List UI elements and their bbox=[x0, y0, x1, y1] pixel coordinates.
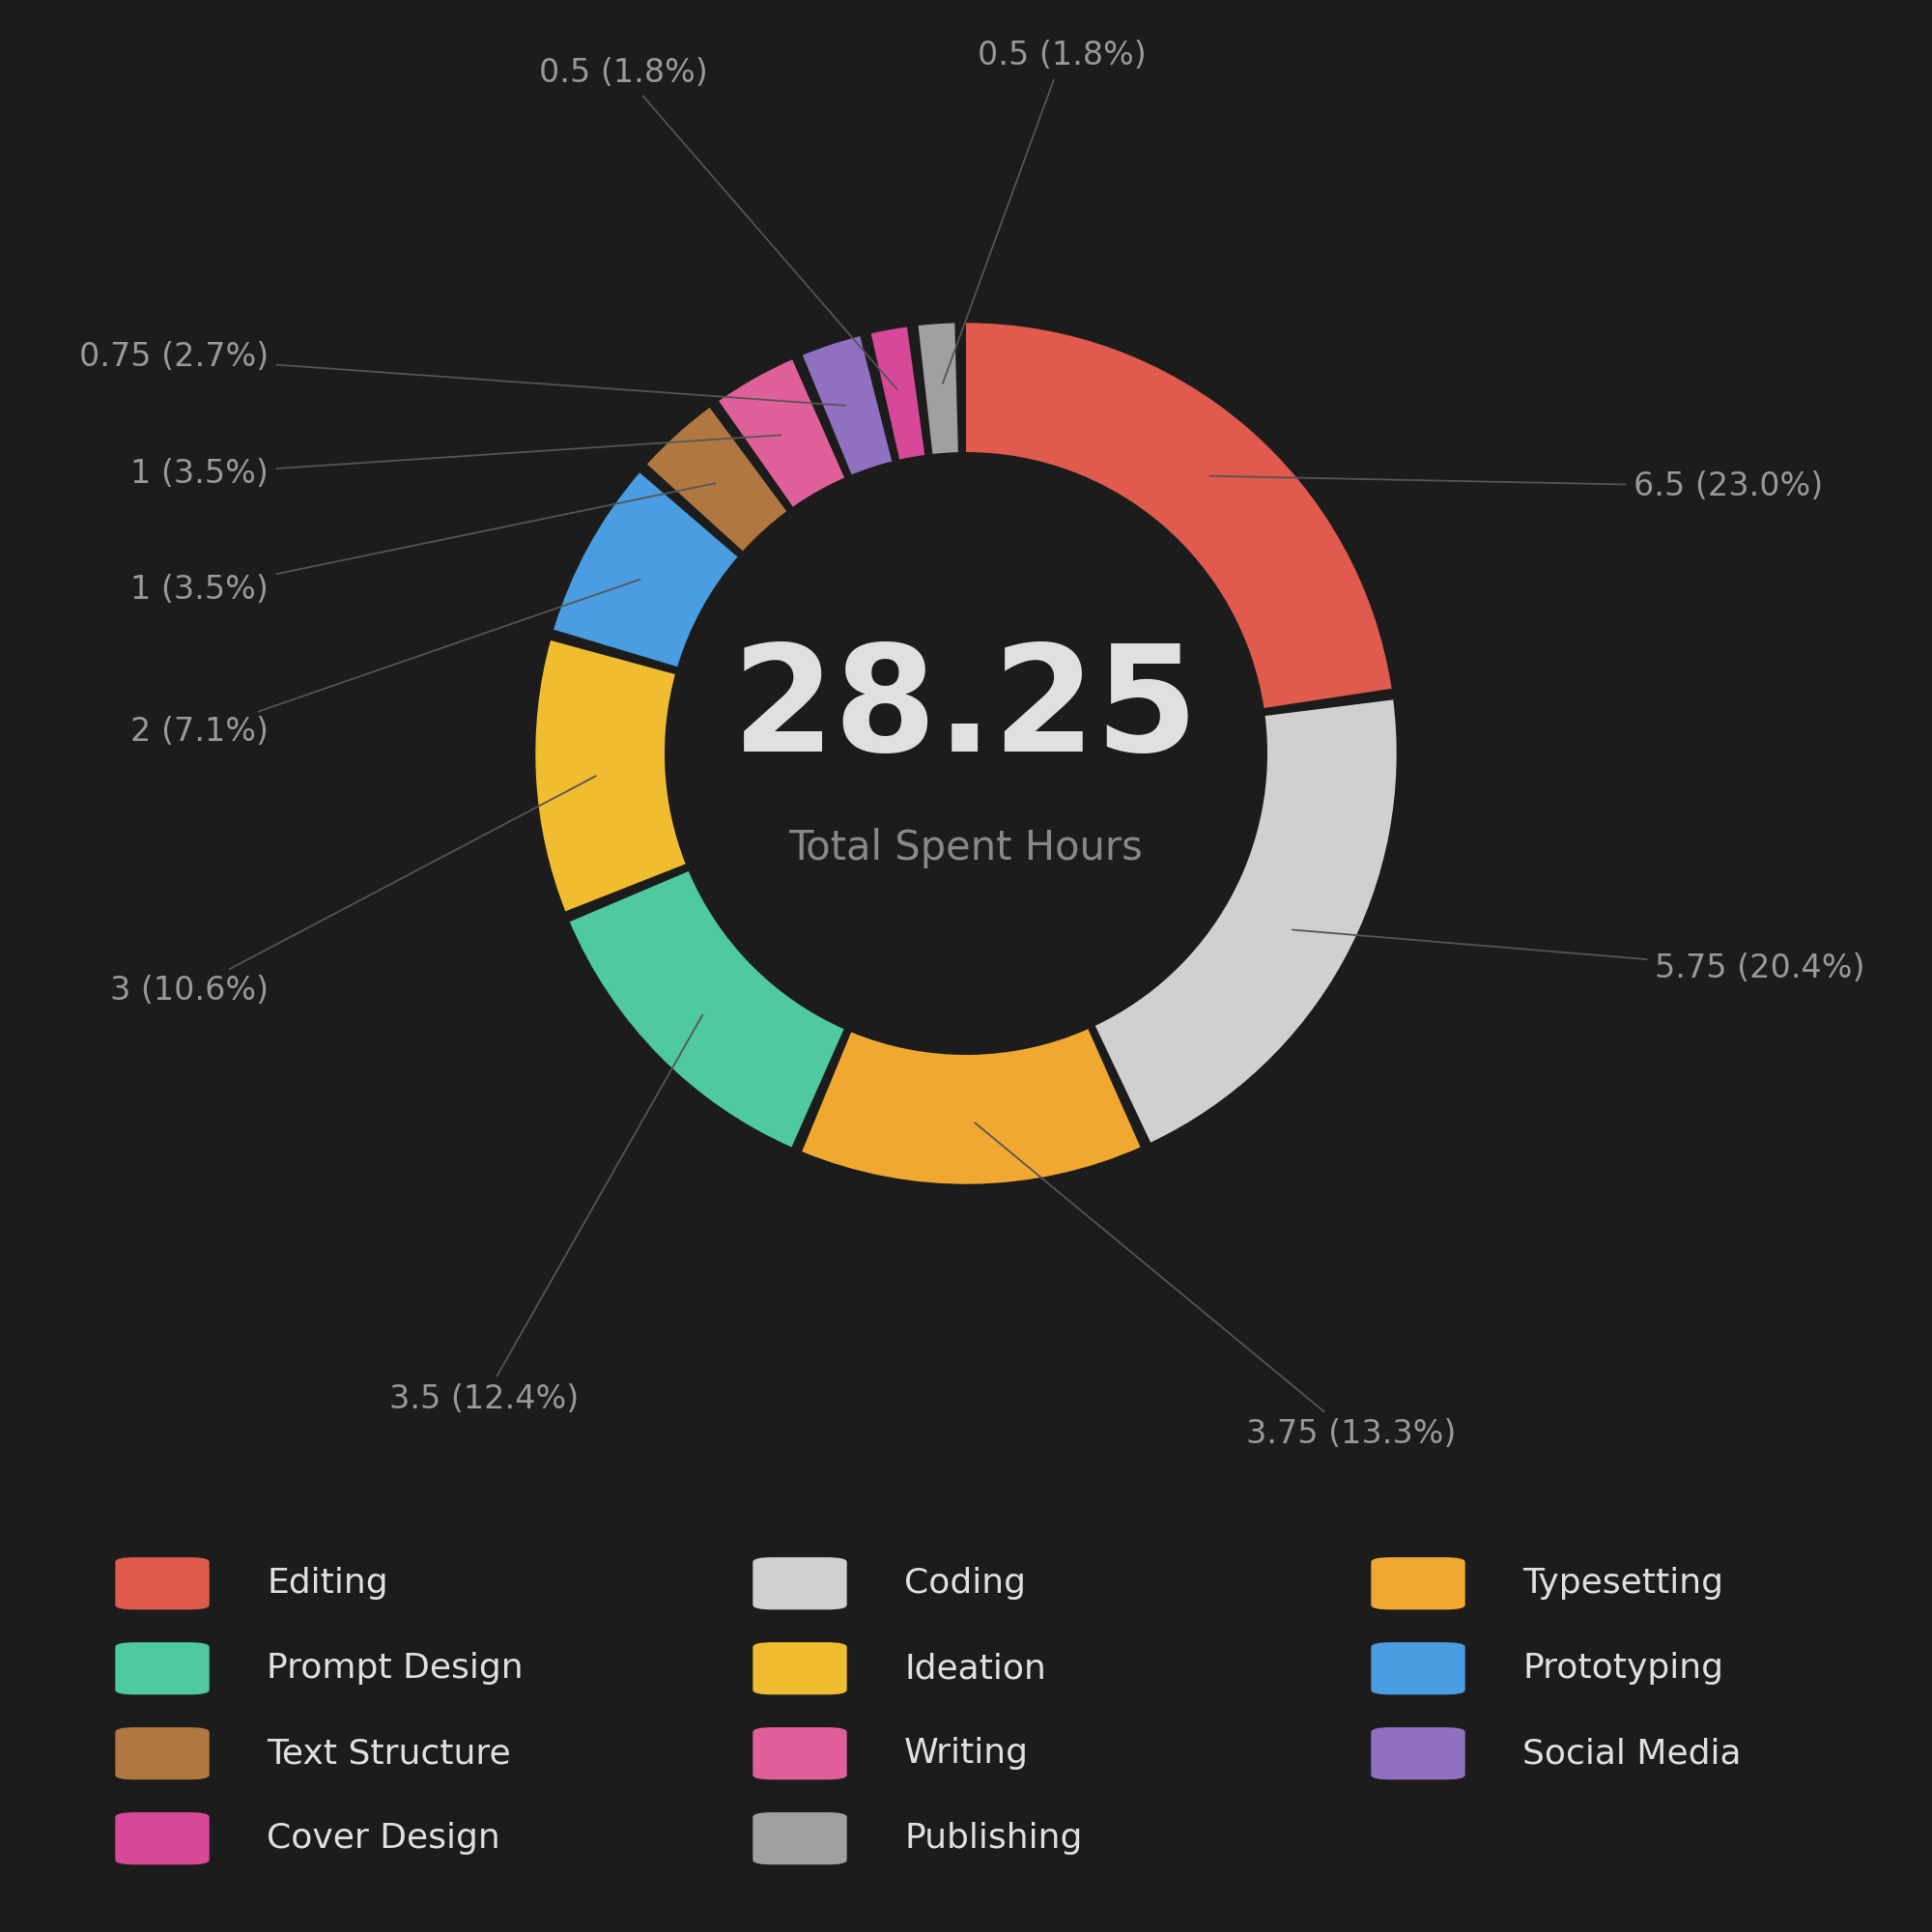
Text: Cover Design: Cover Design bbox=[267, 1822, 500, 1855]
FancyBboxPatch shape bbox=[1372, 1727, 1464, 1779]
Text: 28.25: 28.25 bbox=[732, 638, 1200, 782]
FancyBboxPatch shape bbox=[753, 1642, 846, 1694]
Text: Prompt Design: Prompt Design bbox=[267, 1652, 524, 1685]
Text: Writing: Writing bbox=[904, 1737, 1028, 1770]
Text: Coding: Coding bbox=[904, 1567, 1026, 1600]
FancyBboxPatch shape bbox=[753, 1727, 846, 1779]
Wedge shape bbox=[918, 323, 958, 454]
FancyBboxPatch shape bbox=[116, 1727, 209, 1779]
Text: Total Spent Hours: Total Spent Hours bbox=[788, 829, 1144, 869]
Text: 3.5 (12.4%): 3.5 (12.4%) bbox=[388, 1014, 703, 1416]
FancyBboxPatch shape bbox=[1372, 1557, 1464, 1609]
FancyBboxPatch shape bbox=[753, 1812, 846, 1864]
Text: 0.5 (1.8%): 0.5 (1.8%) bbox=[539, 58, 896, 390]
Text: Publishing: Publishing bbox=[904, 1822, 1082, 1855]
Wedge shape bbox=[647, 408, 786, 551]
FancyBboxPatch shape bbox=[1372, 1642, 1464, 1694]
Wedge shape bbox=[535, 639, 686, 912]
Text: 5.75 (20.4%): 5.75 (20.4%) bbox=[1293, 929, 1864, 985]
Wedge shape bbox=[802, 1030, 1140, 1184]
Text: Prototyping: Prototyping bbox=[1522, 1652, 1723, 1685]
Text: 1 (3.5%): 1 (3.5%) bbox=[131, 483, 715, 607]
Text: 1 (3.5%): 1 (3.5%) bbox=[131, 435, 781, 489]
Text: 0.5 (1.8%): 0.5 (1.8%) bbox=[943, 41, 1148, 383]
Wedge shape bbox=[966, 323, 1391, 707]
Text: 2 (7.1%): 2 (7.1%) bbox=[129, 580, 639, 748]
FancyBboxPatch shape bbox=[116, 1557, 209, 1609]
Text: Ideation: Ideation bbox=[904, 1652, 1045, 1685]
FancyBboxPatch shape bbox=[116, 1812, 209, 1864]
Wedge shape bbox=[554, 473, 738, 667]
Text: 0.75 (2.7%): 0.75 (2.7%) bbox=[79, 342, 846, 406]
Text: Text Structure: Text Structure bbox=[267, 1737, 510, 1770]
Wedge shape bbox=[1095, 699, 1397, 1142]
FancyBboxPatch shape bbox=[116, 1642, 209, 1694]
Wedge shape bbox=[719, 359, 844, 506]
Text: Editing: Editing bbox=[267, 1567, 388, 1600]
Wedge shape bbox=[871, 327, 925, 460]
Text: Typesetting: Typesetting bbox=[1522, 1567, 1723, 1600]
Text: 6.5 (23.0%): 6.5 (23.0%) bbox=[1209, 471, 1824, 502]
Text: 3 (10.6%): 3 (10.6%) bbox=[110, 777, 595, 1007]
Text: Social Media: Social Media bbox=[1522, 1737, 1741, 1770]
Wedge shape bbox=[570, 871, 844, 1148]
Wedge shape bbox=[802, 336, 893, 475]
Text: 3.75 (13.3%): 3.75 (13.3%) bbox=[976, 1122, 1457, 1449]
FancyBboxPatch shape bbox=[753, 1557, 846, 1609]
